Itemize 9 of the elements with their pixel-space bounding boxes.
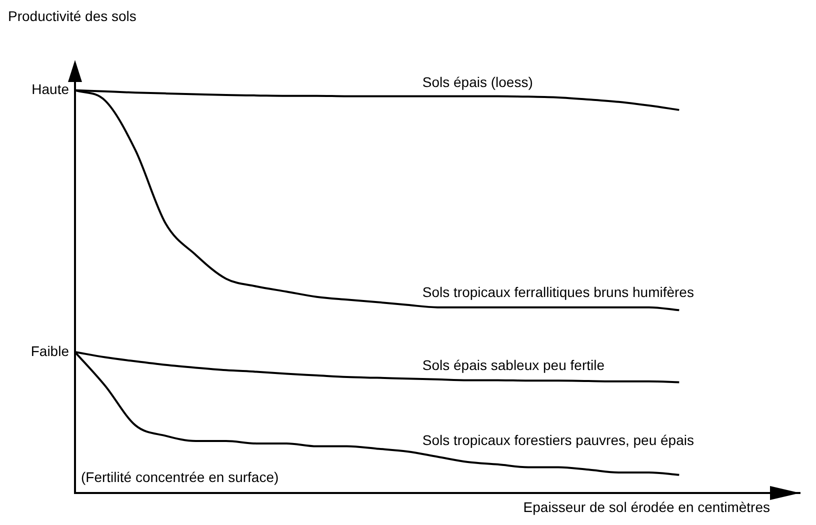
series-label: Sols tropicaux ferrallitiques bruns humifères: [422, 284, 694, 300]
series-label: Sols épais sableux peu fertile: [422, 356, 605, 373]
text: Haute: [32, 81, 70, 98]
series-label: Sols tropicaux forestiers pauvres, peu épais: [422, 432, 694, 448]
text: Faible: [30, 342, 70, 359]
y-axis-title: Productivité des sols: [8, 8, 136, 24]
x-axis-title: Epaisseur de sol érodée en centimètres: [523, 498, 770, 515]
series-label: Sols épais (loess): [422, 74, 533, 90]
annotation: (Fertilité concentrée en surface): [81, 468, 279, 485]
